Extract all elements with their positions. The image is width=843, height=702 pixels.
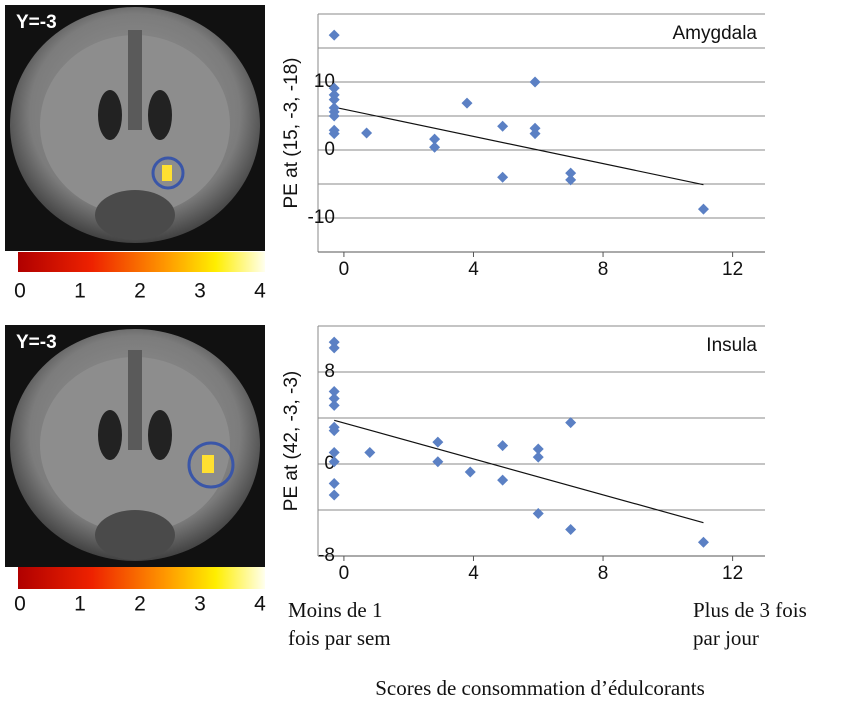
data-point [497, 440, 509, 452]
colorbar-tick-label: 1 [74, 593, 86, 616]
x-tick-label: 0 [339, 563, 350, 584]
x-tick-label: 8 [598, 563, 609, 584]
data-point [565, 417, 577, 429]
y-tick-label: 10 [314, 71, 335, 92]
slice-label: Y=-3 [16, 332, 57, 353]
y-axis-label: PE at (42, -3, -3) [281, 371, 302, 511]
data-point [328, 29, 340, 41]
data-point [697, 536, 709, 548]
x-scale-note: fois par sem [288, 626, 391, 650]
y-axis-label: PE at (15, -3, -18) [281, 57, 302, 208]
colorbar-tick-label: 4 [254, 280, 266, 303]
colorbar-tick-label: 0 [14, 593, 26, 616]
data-point [432, 456, 444, 468]
data-point [565, 174, 577, 186]
brain-image [5, 5, 265, 272]
colorbar-tick-label: 1 [74, 280, 86, 303]
data-point [328, 94, 340, 106]
data-point [328, 447, 340, 458]
x-tick-label: 0 [339, 259, 350, 280]
data-point [328, 128, 340, 140]
data-point [697, 203, 709, 215]
y-tick-label: -8 [318, 545, 335, 566]
data-point [497, 120, 509, 132]
brain-image [5, 325, 265, 589]
colorbar-tick-label: 3 [194, 280, 206, 303]
data-point [529, 76, 541, 88]
trend-line [334, 419, 704, 524]
x-tick-label: 12 [722, 563, 743, 584]
data-point [532, 443, 544, 455]
slice-label: Y=-3 [16, 12, 57, 33]
colorbar-tick-label: 2 [134, 280, 146, 303]
data-point [328, 386, 340, 398]
data-point [565, 524, 577, 536]
data-point [328, 425, 340, 437]
x-scale-note: par jour [693, 626, 759, 650]
y-tick-label: 0 [324, 453, 335, 474]
x-tick-label: 8 [598, 259, 609, 280]
data-point [532, 507, 544, 519]
data-point [432, 436, 444, 448]
data-point [429, 133, 441, 145]
data-point [328, 392, 340, 404]
data-point [461, 97, 473, 109]
data-point [361, 127, 373, 139]
data-point [532, 451, 544, 463]
data-point [464, 466, 476, 478]
y-tick-label: 8 [324, 361, 335, 382]
data-point [328, 110, 340, 122]
data-point [364, 447, 376, 458]
panel-title: Insula [706, 335, 757, 356]
colorbar-tick-label: 4 [254, 593, 266, 616]
y-tick-label: 0 [324, 139, 335, 160]
x-caption: Scores de consommation d’édulcorants [375, 676, 705, 700]
data-point [565, 167, 577, 179]
data-point [429, 141, 441, 153]
data-point [328, 456, 340, 468]
y-tick-label: -10 [308, 207, 335, 228]
panel-title: Amygdala [673, 23, 758, 44]
colorbar-tick-label: 0 [14, 280, 26, 303]
colorbar-tick-label: 3 [194, 593, 206, 616]
data-point [328, 478, 340, 490]
colorbar-tick-label: 2 [134, 593, 146, 616]
trend-line [334, 106, 704, 186]
x-scale-note: Plus de 3 fois [693, 598, 807, 622]
data-point [328, 336, 340, 348]
data-point [529, 128, 541, 140]
data-point [328, 489, 340, 501]
data-point [497, 474, 509, 486]
x-tick-label: 4 [468, 259, 479, 280]
data-point [328, 399, 340, 411]
x-tick-label: 4 [468, 563, 479, 584]
data-point [328, 82, 340, 94]
x-tick-label: 12 [722, 259, 743, 280]
x-scale-note: Moins de 1 [288, 598, 383, 622]
data-point [328, 342, 340, 354]
data-point [497, 171, 509, 183]
